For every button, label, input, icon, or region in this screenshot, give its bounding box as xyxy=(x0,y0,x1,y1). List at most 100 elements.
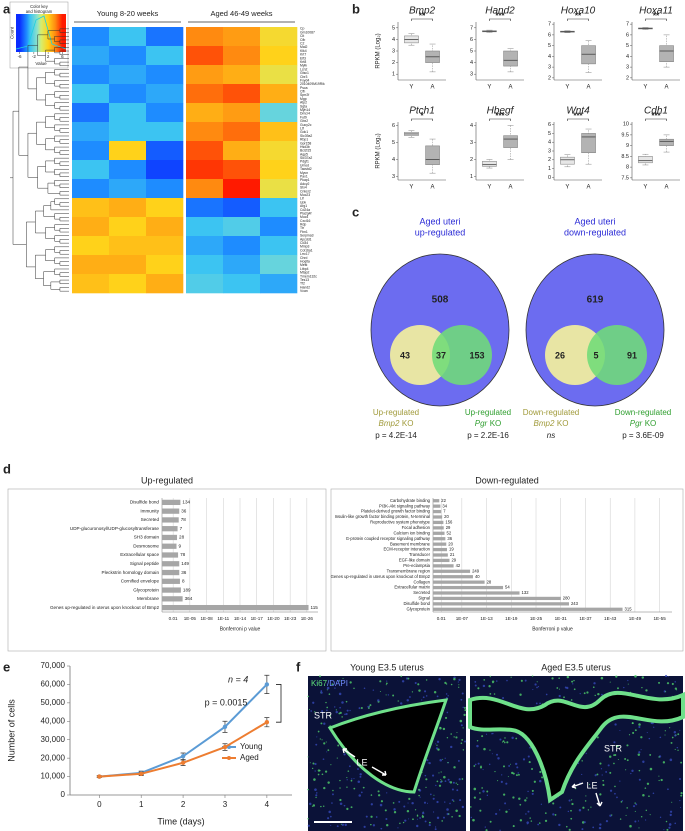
nucleus xyxy=(594,694,596,697)
dendrogram-branch xyxy=(35,210,46,234)
nucleus xyxy=(346,786,348,788)
nucleus xyxy=(367,705,370,708)
nucleus xyxy=(330,824,332,827)
significance-bracket xyxy=(489,18,511,21)
y-tick-label: 7 xyxy=(548,22,551,28)
heatmap-cell xyxy=(223,141,261,161)
heatmap-cell xyxy=(109,141,147,161)
nucleus xyxy=(583,692,586,695)
nucleus xyxy=(473,796,476,799)
nucleus xyxy=(502,793,506,796)
category-label: Extracellular space xyxy=(120,552,159,557)
gene-label: Hoglta xyxy=(300,259,310,263)
heatmap-cell xyxy=(72,46,110,66)
nucleus xyxy=(461,739,464,741)
nucleus xyxy=(313,778,316,781)
nucleus xyxy=(360,791,363,794)
nucleus xyxy=(417,683,420,686)
nucleus xyxy=(372,689,375,691)
nucleus xyxy=(568,828,571,831)
gene-label: C2 xyxy=(300,42,304,46)
heatmap-cell xyxy=(260,274,298,294)
nucleus xyxy=(353,787,356,790)
nucleus xyxy=(377,699,380,702)
nucleus xyxy=(441,820,444,822)
category-label: Calcium ion binding xyxy=(393,530,430,535)
y-tick-label: 6 xyxy=(626,32,629,38)
marker-name: Ki67 xyxy=(311,679,328,688)
nucleus xyxy=(658,779,660,782)
gene-label: Mylk xyxy=(300,64,307,68)
heatmap-cell xyxy=(223,27,261,47)
x-tick-label: A xyxy=(665,185,669,191)
nucleus xyxy=(434,826,437,828)
nucleus xyxy=(585,795,587,797)
x-tick-label: 2 xyxy=(181,800,186,809)
nucleus xyxy=(679,799,681,802)
nucleus xyxy=(671,736,674,739)
heatmap-cell xyxy=(186,198,224,218)
nucleus xyxy=(458,678,461,682)
nucleus xyxy=(504,802,507,805)
nucleus xyxy=(316,682,318,684)
nucleus xyxy=(598,826,602,830)
count-label: 9 xyxy=(178,543,181,548)
nucleus xyxy=(638,723,641,726)
heatmap-cell xyxy=(260,122,298,142)
nucleus xyxy=(462,749,465,751)
dendrogram-branch xyxy=(27,44,38,90)
nucleus xyxy=(370,803,373,806)
gene-label: Mest xyxy=(300,263,307,267)
nucleus xyxy=(680,792,683,795)
bar xyxy=(433,531,445,535)
nucleus xyxy=(505,782,508,785)
nucleus xyxy=(435,743,437,745)
nucleus xyxy=(597,692,600,696)
count-label: 7 xyxy=(443,509,446,514)
nucleus xyxy=(556,687,559,689)
nucleus xyxy=(386,823,389,827)
nucleus xyxy=(461,692,464,695)
heatmap-cell xyxy=(223,217,261,237)
nucleus xyxy=(507,776,509,778)
nucleus xyxy=(508,809,510,811)
axis-title: RPKM (Log₂) xyxy=(376,33,382,68)
nucleus xyxy=(326,686,330,690)
nucleus xyxy=(379,690,381,693)
nucleus xyxy=(614,792,616,795)
heatmap-cell xyxy=(72,160,110,180)
x-tick-label: 1E-23 xyxy=(284,616,297,621)
nucleus xyxy=(570,817,573,820)
axis-title: Time (days) xyxy=(157,816,204,826)
nucleus xyxy=(525,813,527,815)
nucleus xyxy=(619,780,621,782)
nucleus xyxy=(343,804,346,807)
heatmap-cell xyxy=(223,255,261,275)
heatmap-cell xyxy=(72,217,110,237)
nucleus xyxy=(600,768,603,770)
nucleus xyxy=(626,744,629,747)
gene-label: Hand2 xyxy=(300,285,310,289)
color-key-title: and histogram xyxy=(26,9,53,14)
nucleus xyxy=(309,762,311,764)
nucleus xyxy=(590,806,592,808)
nucleus xyxy=(346,807,349,811)
nucleus xyxy=(363,825,366,828)
category-label: ECM-receptor interaction xyxy=(383,547,430,552)
nucleus xyxy=(627,683,629,685)
nucleus xyxy=(570,809,572,812)
nucleus xyxy=(637,753,641,757)
nucleus xyxy=(460,742,463,745)
y-tick-label: 4 xyxy=(548,54,551,60)
nucleus xyxy=(522,758,526,761)
heatmap-cell xyxy=(72,141,110,161)
nucleus xyxy=(339,680,341,682)
nucleus xyxy=(385,682,388,685)
nucleus xyxy=(600,676,604,680)
set-stat: p = 3.6E-09 xyxy=(622,431,664,440)
box xyxy=(503,135,518,148)
legend-swatch xyxy=(227,756,231,760)
heatmap-cell xyxy=(109,236,147,256)
nucleus xyxy=(601,774,603,776)
gene-title: Cdh1 xyxy=(644,106,668,117)
